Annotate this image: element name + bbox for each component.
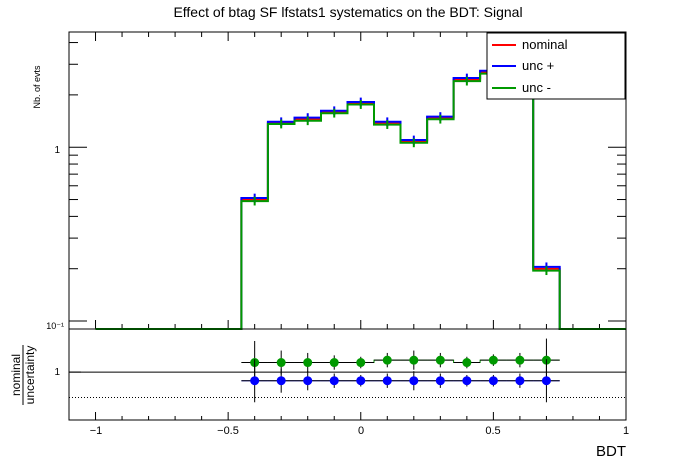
ratio-point xyxy=(462,358,472,368)
ratio-y-tick-label-1: 1 xyxy=(54,367,60,378)
ratio-points xyxy=(241,338,560,403)
ratio-point xyxy=(276,376,286,386)
ratio-point xyxy=(303,376,313,386)
x-axis-label: BDT xyxy=(596,443,626,460)
ratio-point xyxy=(488,376,498,386)
ratio-point xyxy=(515,376,525,386)
y-tick-label-1: 1 xyxy=(54,145,60,156)
ratio-axis-ticks xyxy=(69,371,627,420)
histogram-line-unc-- xyxy=(95,71,626,330)
ratio-point xyxy=(382,376,392,386)
ratio-point xyxy=(435,376,445,386)
histogram-line-nominal xyxy=(95,69,626,330)
ratio-point xyxy=(356,358,366,368)
ratio-point xyxy=(409,376,419,386)
ratio-plot-frame xyxy=(68,328,627,421)
ratio-point xyxy=(329,358,339,368)
ratio-point xyxy=(250,376,260,386)
legend: nominal unc + unc - xyxy=(486,32,626,100)
x-tick-label-neg0.5: −0.5 xyxy=(217,425,239,437)
ratio-point xyxy=(435,355,445,365)
ratio-point xyxy=(515,355,525,365)
ratio-point xyxy=(329,376,339,386)
ratio-point xyxy=(462,376,472,386)
ratio-point xyxy=(356,376,366,386)
ratio-point xyxy=(303,358,313,368)
x-tick-label-0: 0 xyxy=(358,425,364,437)
ratio-point xyxy=(382,355,392,365)
x-tick-label-1: 1 xyxy=(623,425,629,437)
legend-label-unc-minus: unc - xyxy=(522,80,551,95)
x-tick-label-0.5: 0.5 xyxy=(485,425,500,437)
ratio-label-denominator: uncertainty xyxy=(23,346,37,405)
ratio-reference-lines xyxy=(69,371,626,398)
chart-title: Effect of btag SF lfstats1 systematics o… xyxy=(173,4,522,20)
ratio-point xyxy=(409,355,419,365)
y-tick-label-0.1: 10⁻¹ xyxy=(46,321,64,331)
legend-label-nominal: nominal xyxy=(522,37,568,52)
ratio-y-label: nominal uncertainty xyxy=(9,345,37,405)
y-axis-label: Nb. of evts xyxy=(32,65,42,109)
x-tick-label-neg1: −1 xyxy=(90,425,103,437)
legend-label-unc-plus: unc + xyxy=(522,58,554,73)
ratio-label-numerator: nominal xyxy=(9,354,23,396)
ratio-point xyxy=(276,358,286,368)
ratio-point xyxy=(541,376,551,386)
ratio-point xyxy=(488,355,498,365)
